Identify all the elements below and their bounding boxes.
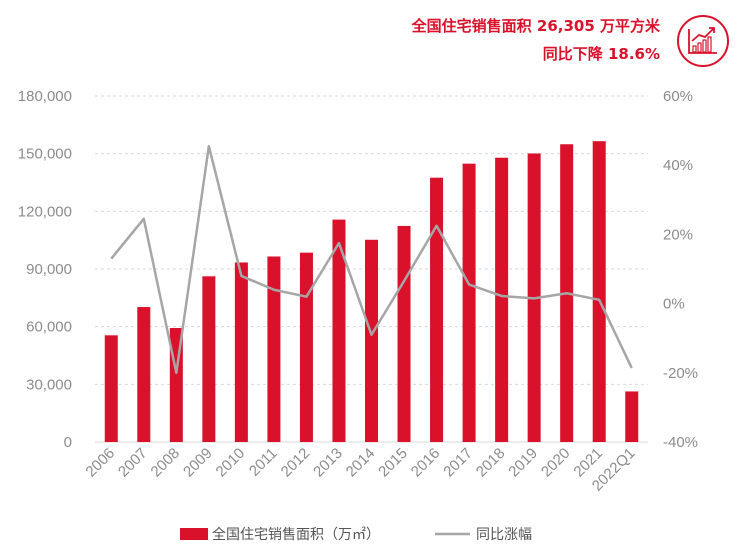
- legend-swatch-bar: [180, 528, 208, 540]
- y-axis-right: -40% -20% 0% 20% 40% 60%: [663, 88, 698, 451]
- bar: [462, 163, 476, 442]
- bar: [430, 177, 444, 442]
- x-tick: 2013: [310, 445, 346, 481]
- bar: [267, 256, 281, 442]
- bar: [202, 276, 216, 442]
- x-tick: 2010: [213, 445, 249, 481]
- headline-change: 同比下降 18.6%: [542, 45, 660, 63]
- y-tick-left: 150,000: [18, 146, 72, 163]
- x-tick: 2007: [115, 445, 151, 481]
- y-tick-left: 60,000: [26, 319, 72, 336]
- bar: [299, 252, 313, 442]
- x-tick: 2015: [375, 445, 411, 481]
- y-tick-right: 0%: [663, 296, 685, 313]
- x-tick: 2020: [538, 445, 574, 481]
- x-tick: 2017: [440, 445, 476, 481]
- legend-label-line: 同比涨幅: [476, 527, 532, 543]
- x-tick: 2014: [343, 445, 379, 481]
- bar-series: [104, 141, 639, 443]
- bar: [365, 239, 378, 442]
- y-axis-left: 0 30,000 60,000 90,000 120,000 150,000 180,000: [18, 88, 72, 451]
- bar: [592, 141, 606, 442]
- y-tick-left: 30,000: [26, 376, 72, 393]
- y-tick-left: 0: [64, 434, 72, 451]
- bar: [397, 225, 411, 442]
- line-series: [110, 144, 633, 375]
- bar: [104, 335, 118, 442]
- y-tick-right: 40%: [663, 157, 693, 174]
- x-tick: 2011: [246, 445, 281, 480]
- legend-label-bar: 全国住宅销售面积（万㎡）: [212, 526, 380, 543]
- bar: [495, 157, 509, 442]
- bar: [234, 262, 248, 442]
- x-tick: 2016: [408, 445, 444, 481]
- x-tick: 2009: [180, 445, 216, 481]
- growth-chart-icon: [677, 15, 729, 67]
- y-tick-left: 180,000: [18, 88, 72, 105]
- y-tick-left: 90,000: [26, 261, 72, 278]
- headline-total: 全国住宅销售面积 26,305 万平方米: [411, 17, 660, 35]
- x-axis: 2006200720082009201020112012201320142015…: [82, 445, 638, 495]
- x-tick: 2006: [82, 445, 118, 481]
- y-tick-right: -20%: [663, 365, 698, 382]
- legend: 全国住宅销售面积（万㎡） 同比涨幅: [180, 526, 532, 543]
- x-tick: 2018: [473, 445, 509, 481]
- y-tick-left: 120,000: [18, 203, 72, 220]
- y-tick-right: 20%: [663, 226, 693, 243]
- bar: [332, 219, 346, 442]
- x-tick: 2008: [148, 445, 184, 481]
- bar: [625, 391, 639, 442]
- headline: 全国住宅销售面积 26,305 万平方米 同比下降 18.6%: [412, 12, 660, 68]
- x-tick: 2019: [505, 445, 541, 481]
- y-tick-right: 60%: [663, 88, 693, 105]
- x-tick: 2012: [278, 445, 314, 481]
- bar: [137, 307, 151, 442]
- y-tick-right: -40%: [663, 434, 698, 451]
